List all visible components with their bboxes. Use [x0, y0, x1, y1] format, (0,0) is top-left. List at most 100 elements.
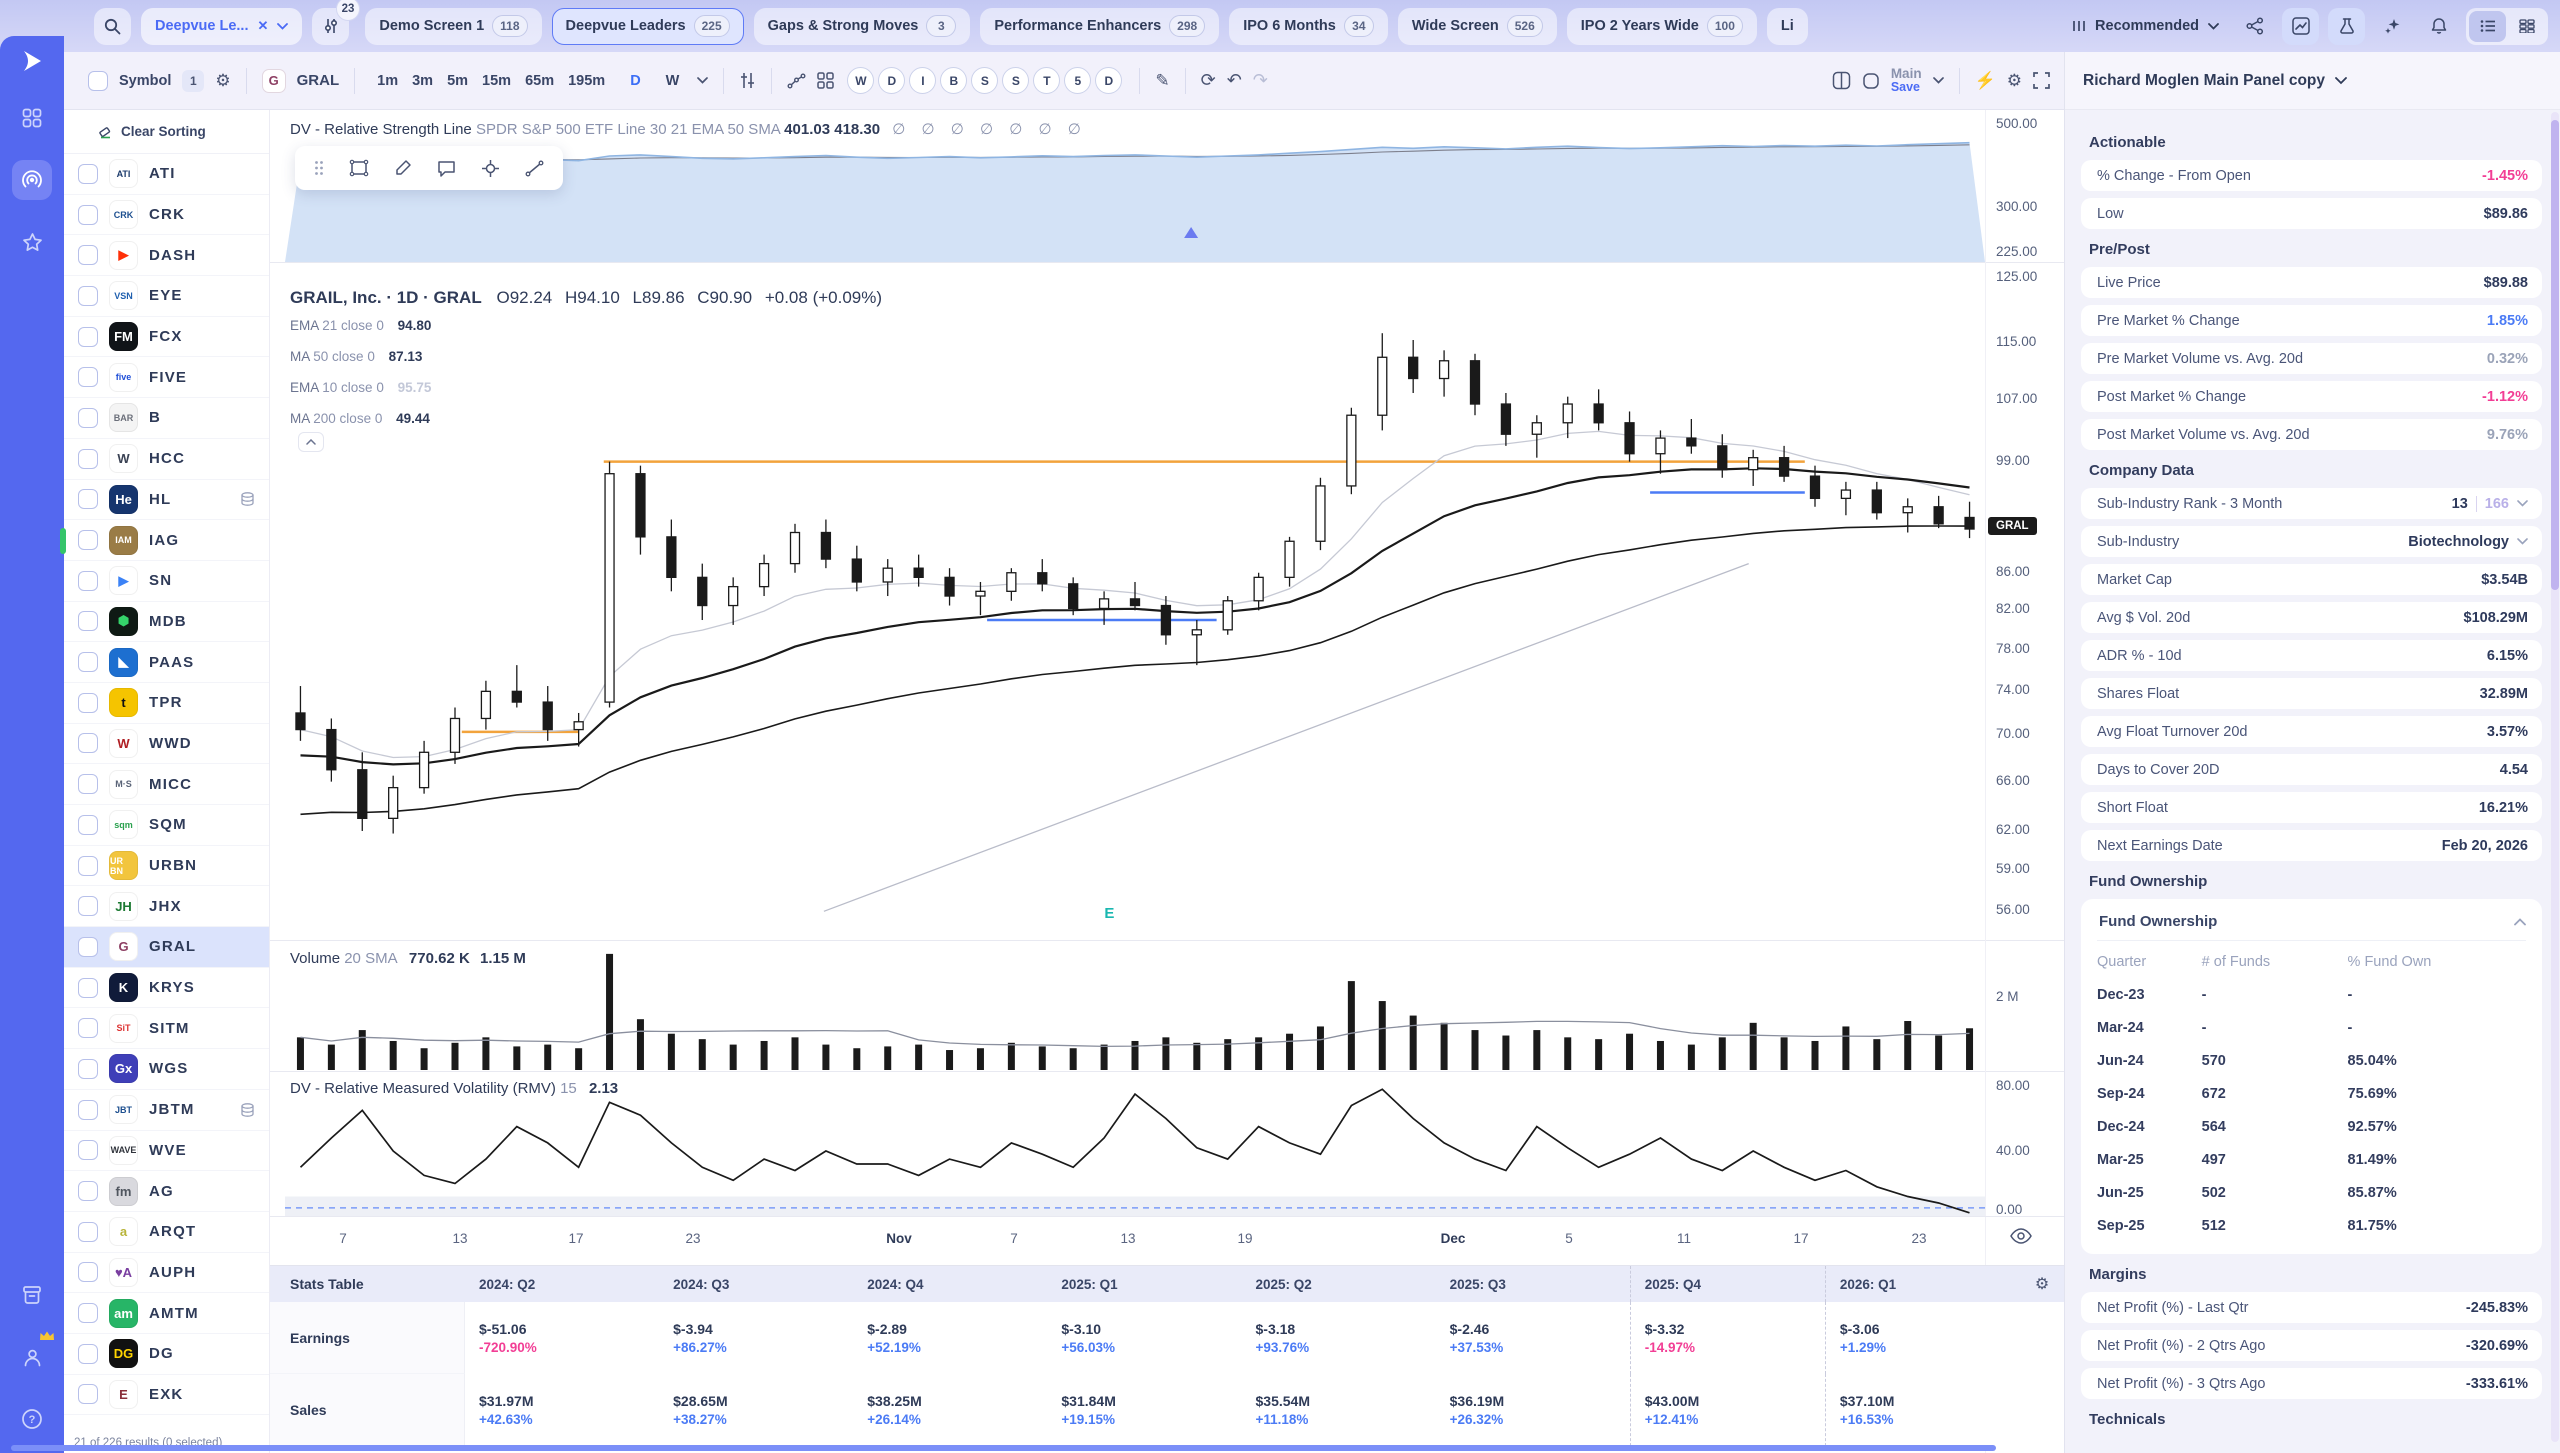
volume-legend[interactable]: Volume 20 SMA 770.62 K 1.15 M	[290, 950, 526, 967]
panel-row[interactable]: Avg $ Vol. 20d $108.29M	[2081, 602, 2542, 633]
chart-area[interactable]: DV - Relative Strength Line SPDR S&P 500…	[270, 110, 2064, 1453]
quick-button-B[interactable]: B	[940, 67, 968, 94]
search-button[interactable]	[94, 7, 131, 45]
indicator-row[interactable]: EMA 10 close 0 95.75	[290, 380, 432, 395]
quick-button-I[interactable]: I	[909, 67, 937, 94]
timeframe-weekly[interactable]: W	[665, 72, 680, 89]
watchlist-row-SQM[interactable]: sqm SQM	[64, 805, 269, 846]
lab-button[interactable]	[2328, 7, 2365, 45]
panel-row[interactable]: Market Cap $3.54B	[2081, 564, 2542, 595]
layout-grid-icon[interactable]	[817, 72, 835, 89]
row-checkbox[interactable]	[78, 733, 98, 754]
screen-tab[interactable]: Li	[1766, 7, 1808, 45]
row-checkbox[interactable]	[78, 245, 98, 266]
brush-tool-icon[interactable]	[394, 159, 412, 177]
row-checkbox[interactable]	[78, 570, 98, 591]
timeframe-button[interactable]: 5m	[447, 72, 469, 89]
screen-tab[interactable]: Gaps & Strong Moves 3	[753, 7, 971, 45]
rmv-pane[interactable]	[285, 1073, 1985, 1216]
screen-tab[interactable]: Demo Screen 1 118	[365, 7, 542, 45]
panel-row[interactable]: ADR % - 10d 6.15%	[2081, 640, 2542, 671]
redo-icon[interactable]: ↷	[1252, 70, 1268, 90]
panel-shape-icon[interactable]	[1862, 72, 1880, 90]
panel-row[interactable]: Post Market Volume vs. Avg. 20d 9.76%	[2081, 419, 2542, 450]
split-layout-icon[interactable]	[1832, 71, 1851, 90]
watchlist-row-HCC[interactable]: W HCC	[64, 439, 269, 480]
row-checkbox[interactable]	[78, 1384, 98, 1405]
indicator-row[interactable]: MA 50 close 0 87.13	[290, 349, 423, 364]
watchlist-row-HL[interactable]: He HL	[64, 480, 269, 521]
watchlist-row-TPR[interactable]: t TPR	[64, 683, 269, 724]
chart-view-button[interactable]	[2282, 7, 2319, 45]
panel-row[interactable]: Next Earnings Date Feb 20, 2026	[2081, 830, 2542, 861]
refresh-icon[interactable]: ⟳	[1200, 70, 1216, 90]
screen-tab[interactable]: Deepvue Leaders 225	[551, 7, 744, 45]
nav-favorites-button[interactable]	[12, 222, 52, 262]
screen-tab[interactable]: IPO 6 Months 34	[1229, 7, 1388, 45]
watchlist-row-WGS[interactable]: Gx WGS	[64, 1049, 269, 1090]
watchlist-row-AG[interactable]: fm AG	[64, 1171, 269, 1212]
filters-button[interactable]: 23	[312, 0, 361, 45]
horizontal-scrollbar[interactable]	[11, 1445, 1996, 1451]
panel-row[interactable]: Avg Float Turnover 20d 3.57%	[2081, 716, 2542, 747]
panel-row[interactable]: Pre Market Volume vs. Avg. 20d 0.32%	[2081, 343, 2542, 374]
watchlist-row-EXK[interactable]: E EXK	[64, 1375, 269, 1416]
row-checkbox[interactable]	[78, 1262, 98, 1283]
row-checkbox[interactable]	[78, 774, 98, 795]
help-button[interactable]: ?	[12, 1399, 52, 1439]
layout-save-dropdown[interactable]: Main Save	[1891, 66, 1922, 94]
quick-button-D[interactable]: D	[878, 67, 906, 94]
indicator-row[interactable]: MA 200 close 0 49.44	[290, 411, 430, 426]
app-logo[interactable]	[17, 46, 47, 76]
quick-button-W[interactable]: W	[847, 67, 875, 94]
screen-tab[interactable]: IPO 2 Years Wide 100	[1566, 7, 1757, 45]
watchlist-row-ATI[interactable]: ATI ATI	[64, 154, 269, 195]
watchlist-row-ARQT[interactable]: a ARQT	[64, 1212, 269, 1253]
row-checkbox[interactable]	[78, 611, 98, 632]
timeframe-button[interactable]: 15m	[482, 72, 512, 89]
rectangle-tool-icon[interactable]	[349, 159, 369, 177]
screener-select[interactable]: Deepvue Le... ✕	[141, 7, 303, 45]
panel-scrollbar[interactable]	[2551, 112, 2559, 1442]
row-checkbox[interactable]	[78, 367, 98, 388]
row-checkbox[interactable]	[78, 1058, 98, 1079]
panel-row[interactable]: Sub-Industry Biotechnology	[2081, 526, 2542, 557]
watchlist-row-DASH[interactable]: ▶ DASH	[64, 235, 269, 277]
row-checkbox[interactable]	[78, 163, 98, 184]
comment-tool-icon[interactable]	[437, 160, 456, 177]
panel-row[interactable]: % Change - From Open -1.45%	[2081, 160, 2542, 191]
volume-pane[interactable]	[285, 943, 1985, 1070]
row-checkbox[interactable]	[78, 652, 98, 673]
flash-icon[interactable]: ⚡	[1974, 70, 1996, 90]
watchlist-row-SN[interactable]: ▶ SN	[64, 561, 269, 602]
panel-row[interactable]: Sub-Industry Rank - 3 Month 13 166	[2081, 488, 2542, 519]
watchlist-row-FIVE[interactable]: five FIVE	[64, 357, 269, 399]
watchlist-row-IAG[interactable]: IAM IAG	[64, 520, 269, 561]
watchlist-row-AMTM[interactable]: am AMTM	[64, 1293, 269, 1334]
fund-card-header[interactable]: Fund Ownership	[2097, 909, 2526, 941]
stats-gear-button[interactable]: ⚙	[2020, 1274, 2064, 1294]
price-axis[interactable]: 500.00 300.00 225.00 125.00 115.00 107.00 99.0…	[1985, 110, 2064, 1453]
panel-row[interactable]: Net Profit (%) - Last Qtr -245.83%	[2081, 1292, 2542, 1323]
watchlist-row-MDB[interactable]: ⬢ MDB	[64, 602, 269, 643]
row-checkbox[interactable]	[78, 326, 98, 347]
eye-icon[interactable]	[2010, 1228, 2032, 1244]
quick-button-S[interactable]: S	[1002, 67, 1030, 94]
watchlist-row-KRYS[interactable]: K KRYS	[64, 968, 269, 1009]
row-checkbox[interactable]	[78, 855, 98, 876]
legend-collapse-button[interactable]	[298, 432, 324, 452]
watchlist-row-GRAL[interactable]: G GRAL	[64, 927, 269, 968]
quick-button-S[interactable]: S	[971, 67, 999, 94]
rs-indicator-legend[interactable]: DV - Relative Strength Line SPDR S&P 500…	[290, 120, 1087, 138]
chevron-down-icon[interactable]	[277, 22, 289, 30]
watchlist-row-CRK[interactable]: CRK CRK	[64, 195, 269, 236]
watchlist-row-WVE[interactable]: WAVE WVE	[64, 1131, 269, 1172]
rmv-legend[interactable]: DV - Relative Measured Volatility (RMV) …	[290, 1080, 618, 1097]
panel-row[interactable]: Days to Cover 20D 4.54	[2081, 754, 2542, 785]
panel-title-dropdown[interactable]: Richard Moglen Main Panel copy	[2065, 52, 2560, 110]
clear-sorting-button[interactable]: Clear Sorting	[64, 110, 269, 154]
nav-screener-button[interactable]	[12, 160, 52, 200]
watchlist-row-SITM[interactable]: SiT SITM	[64, 1008, 269, 1050]
chevron-down-icon[interactable]	[697, 77, 709, 84]
row-checkbox[interactable]	[78, 489, 98, 510]
